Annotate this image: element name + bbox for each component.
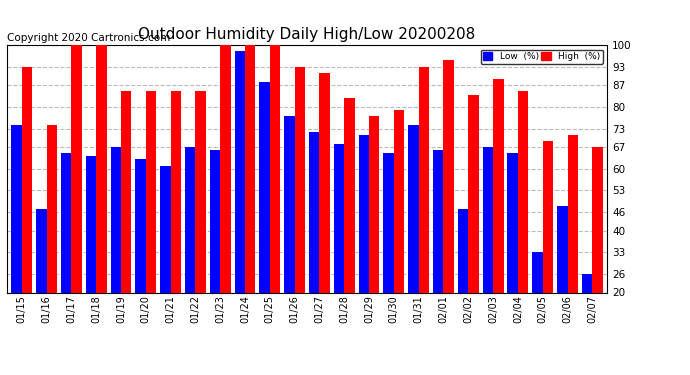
Bar bbox=[170, 92, 181, 354]
Bar bbox=[309, 132, 319, 354]
Bar bbox=[518, 92, 529, 354]
Bar bbox=[469, 94, 479, 354]
Bar bbox=[245, 45, 255, 354]
Bar bbox=[419, 67, 429, 354]
Bar bbox=[96, 45, 107, 354]
Bar bbox=[11, 125, 22, 354]
Bar bbox=[195, 92, 206, 354]
Bar bbox=[319, 73, 330, 354]
Bar bbox=[334, 144, 344, 354]
Legend: Low  (%), High  (%): Low (%), High (%) bbox=[481, 50, 602, 64]
Bar bbox=[507, 153, 518, 354]
Text: Copyright 2020 Cartronics.com: Copyright 2020 Cartronics.com bbox=[7, 33, 170, 42]
Bar bbox=[444, 60, 454, 354]
Bar bbox=[22, 67, 32, 354]
Bar bbox=[567, 135, 578, 354]
Bar bbox=[220, 45, 230, 354]
Bar bbox=[493, 79, 504, 354]
Bar bbox=[384, 153, 394, 354]
Bar bbox=[61, 153, 71, 354]
Bar bbox=[284, 116, 295, 354]
Bar bbox=[86, 156, 96, 354]
Bar bbox=[582, 274, 592, 354]
Bar bbox=[458, 209, 469, 354]
Bar bbox=[394, 110, 404, 354]
Bar bbox=[483, 147, 493, 354]
Bar bbox=[121, 92, 131, 354]
Bar bbox=[344, 98, 355, 354]
Bar bbox=[160, 166, 170, 354]
Bar bbox=[110, 147, 121, 354]
Bar bbox=[543, 141, 553, 354]
Bar bbox=[47, 125, 57, 354]
Bar bbox=[592, 147, 603, 354]
Bar bbox=[185, 147, 195, 354]
Bar bbox=[532, 252, 543, 354]
Bar bbox=[433, 150, 444, 354]
Bar bbox=[135, 159, 146, 354]
Bar bbox=[36, 209, 47, 354]
Bar bbox=[369, 116, 380, 354]
Bar bbox=[359, 135, 369, 354]
Bar bbox=[71, 45, 82, 354]
Title: Outdoor Humidity Daily High/Low 20200208: Outdoor Humidity Daily High/Low 20200208 bbox=[139, 27, 475, 42]
Bar bbox=[408, 125, 419, 354]
Bar bbox=[557, 206, 567, 354]
Bar bbox=[270, 45, 280, 354]
Bar bbox=[295, 67, 305, 354]
Bar bbox=[259, 82, 270, 354]
Bar bbox=[235, 51, 245, 354]
Bar bbox=[146, 92, 156, 354]
Bar bbox=[210, 150, 220, 354]
